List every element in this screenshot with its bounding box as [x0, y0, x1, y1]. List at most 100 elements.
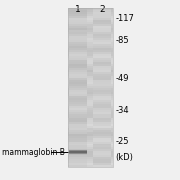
Bar	[93, 153, 111, 156]
Bar	[69, 102, 87, 104]
Bar	[93, 96, 111, 98]
Bar	[93, 138, 111, 140]
Bar	[69, 165, 87, 167]
Bar	[68, 64, 112, 66]
Bar	[69, 96, 87, 98]
Bar	[69, 24, 87, 26]
Bar	[69, 114, 87, 116]
Bar	[69, 92, 87, 94]
Bar	[93, 102, 111, 104]
Bar	[93, 46, 111, 48]
Bar	[69, 159, 87, 161]
Bar	[93, 74, 111, 76]
Bar	[69, 72, 87, 74]
Bar	[69, 36, 87, 38]
Bar	[93, 149, 111, 151]
Bar	[69, 68, 87, 70]
Bar	[69, 48, 87, 50]
Bar	[69, 20, 87, 22]
Bar	[68, 112, 112, 114]
Bar	[93, 120, 111, 122]
Bar	[93, 141, 111, 143]
Text: -25: -25	[115, 137, 129, 146]
Text: (kD): (kD)	[115, 153, 133, 162]
Bar	[93, 78, 111, 80]
Bar	[68, 10, 112, 12]
Bar	[69, 149, 87, 151]
Bar	[69, 130, 87, 132]
Bar	[68, 123, 112, 126]
Bar	[69, 161, 87, 163]
Bar	[93, 16, 111, 18]
Bar	[69, 28, 87, 30]
Bar	[68, 28, 112, 30]
Bar	[68, 86, 112, 88]
Bar	[69, 153, 87, 156]
Bar	[69, 141, 87, 143]
Bar	[68, 90, 112, 92]
Bar	[93, 125, 111, 128]
Bar	[68, 88, 112, 90]
Bar	[69, 34, 87, 36]
Bar	[69, 108, 87, 110]
Bar	[93, 14, 111, 16]
Bar	[69, 128, 87, 130]
Bar	[68, 60, 112, 62]
Bar	[68, 130, 112, 132]
Bar	[93, 106, 111, 108]
Bar	[69, 132, 87, 134]
Bar	[93, 26, 111, 28]
Bar	[68, 120, 112, 122]
Bar	[68, 20, 112, 22]
Bar	[69, 66, 87, 68]
Bar	[68, 106, 112, 108]
Bar	[68, 14, 112, 16]
Bar	[93, 161, 111, 163]
Bar	[93, 62, 111, 64]
Bar	[69, 153, 87, 154]
Bar	[93, 40, 111, 42]
Bar	[68, 38, 112, 40]
Bar	[68, 62, 112, 64]
Bar	[93, 112, 111, 114]
Bar	[68, 74, 112, 76]
Bar	[93, 50, 111, 52]
Bar	[93, 118, 111, 120]
Bar	[69, 44, 87, 46]
Bar	[69, 143, 87, 145]
Bar	[93, 18, 111, 20]
Bar	[69, 74, 87, 76]
Bar	[68, 114, 112, 116]
Bar	[69, 8, 87, 10]
Bar	[68, 22, 112, 24]
Bar	[93, 159, 111, 161]
Text: mammaglobin B: mammaglobin B	[2, 148, 65, 157]
Bar	[68, 145, 112, 147]
Bar	[69, 10, 87, 12]
Bar	[93, 147, 111, 149]
Bar	[69, 98, 87, 100]
Bar	[69, 151, 87, 152]
Bar	[69, 42, 87, 44]
Bar	[69, 78, 87, 80]
Bar	[69, 106, 87, 108]
Bar	[93, 130, 111, 132]
Bar	[69, 52, 87, 54]
Bar	[69, 104, 87, 106]
Bar	[68, 136, 112, 138]
Bar	[68, 32, 112, 34]
Bar	[68, 128, 112, 130]
Bar	[93, 80, 111, 82]
Bar	[68, 98, 112, 100]
Bar	[69, 58, 87, 60]
Bar	[69, 46, 87, 48]
Bar	[93, 108, 111, 110]
Bar	[93, 34, 111, 36]
Bar	[68, 155, 112, 158]
Bar	[93, 132, 111, 134]
Bar	[68, 76, 112, 78]
Bar	[93, 8, 111, 10]
Bar	[68, 96, 112, 98]
Bar	[68, 165, 112, 167]
Bar	[69, 40, 87, 42]
